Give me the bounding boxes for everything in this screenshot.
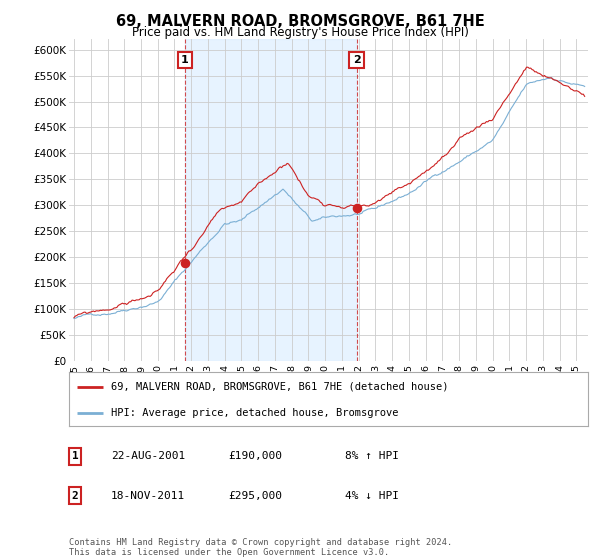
- Text: 18-NOV-2011: 18-NOV-2011: [111, 491, 185, 501]
- Text: Contains HM Land Registry data © Crown copyright and database right 2024.
This d: Contains HM Land Registry data © Crown c…: [69, 538, 452, 557]
- Text: 2: 2: [71, 491, 79, 501]
- Text: 1: 1: [181, 55, 189, 65]
- Text: 8% ↑ HPI: 8% ↑ HPI: [345, 451, 399, 461]
- Text: £190,000: £190,000: [228, 451, 282, 461]
- Text: 22-AUG-2001: 22-AUG-2001: [111, 451, 185, 461]
- Bar: [185, 39, 356, 361]
- Text: £295,000: £295,000: [228, 491, 282, 501]
- Point: [180, 258, 190, 267]
- Text: 69, MALVERN ROAD, BROMSGROVE, B61 7HE (detached house): 69, MALVERN ROAD, BROMSGROVE, B61 7HE (d…: [110, 382, 448, 392]
- Text: 69, MALVERN ROAD, BROMSGROVE, B61 7HE: 69, MALVERN ROAD, BROMSGROVE, B61 7HE: [116, 14, 484, 29]
- Text: Price paid vs. HM Land Registry's House Price Index (HPI): Price paid vs. HM Land Registry's House …: [131, 26, 469, 39]
- Text: 1: 1: [71, 451, 79, 461]
- Text: 2: 2: [353, 55, 361, 65]
- Point: [352, 203, 361, 212]
- Text: HPI: Average price, detached house, Bromsgrove: HPI: Average price, detached house, Brom…: [110, 408, 398, 418]
- Text: 4% ↓ HPI: 4% ↓ HPI: [345, 491, 399, 501]
